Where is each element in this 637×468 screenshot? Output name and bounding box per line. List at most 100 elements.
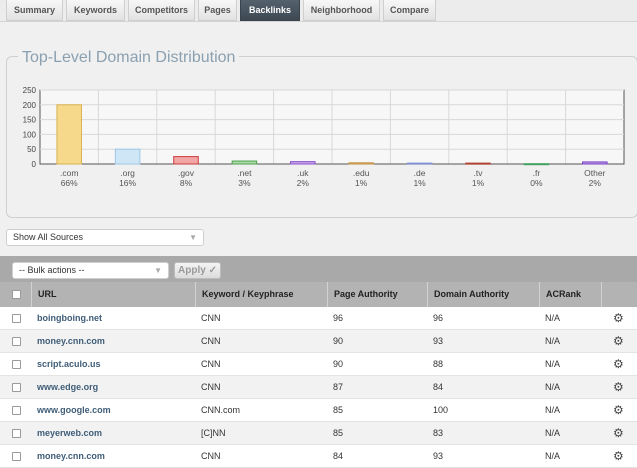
row-url-link[interactable]: boingboing.net [37,313,102,323]
row-checkbox[interactable] [12,314,21,323]
x-tick-label: Other [584,168,605,178]
row-domain-authority: 96 [433,313,444,323]
x-percent-label: 2% [297,178,310,188]
col-acrank[interactable]: ACRank [539,282,601,307]
gear-icon[interactable]: ⚙ [613,334,624,348]
row-checkbox[interactable] [12,429,21,438]
row-keyword: CNN [201,451,221,461]
x-tick-label: .org [120,168,135,178]
bar-gov [173,156,199,165]
row-domain-authority: 84 [433,382,444,392]
table-row: meyerweb.com [C]NN 85 83 N/A ⚙ [0,422,637,445]
row-checkbox[interactable] [12,383,21,392]
row-url-link[interactable]: meyerweb.com [37,428,103,438]
col-actions [601,282,637,307]
bulk-actions-select[interactable]: -- Bulk actions -- ▼ [12,262,169,279]
row-domain-authority: 83 [433,428,444,438]
x-percent-label: 1% [413,178,426,188]
row-url-link[interactable]: www.edge.org [37,382,99,392]
x-tick-label: .uk [297,168,309,178]
row-keyword: CNN [201,336,221,346]
row-checkbox[interactable] [12,452,21,461]
row-keyword: CNN [201,359,221,369]
gear-icon[interactable]: ⚙ [613,426,624,440]
col-domain-authority[interactable]: Domain Authority [427,282,539,307]
apply-button[interactable]: Apply ✓ [174,262,221,279]
x-percent-label: 66% [61,178,78,188]
table-row: script.aculo.us CNN 90 88 N/A ⚙ [0,353,637,376]
tab-compare[interactable]: Compare [383,0,436,21]
x-tick-label: .gov [178,168,195,178]
row-page-authority: 84 [333,451,344,461]
y-tick-label: 0 [32,160,37,169]
source-select[interactable]: Show All Sources ▼ [6,229,204,246]
row-url-link[interactable]: money.cnn.com [37,336,105,346]
tab-bar: Summary Keywords Competitors Pages Backl… [0,0,637,22]
select-all-checkbox[interactable] [12,290,21,299]
bar-Other [582,161,608,165]
x-tick-label: .net [237,168,252,178]
row-page-authority: 87 [333,382,344,392]
row-acrank: N/A [545,428,561,438]
tab-summary[interactable]: Summary [6,0,63,21]
y-tick-label: 50 [27,145,36,154]
tab-backlinks[interactable]: Backlinks [240,0,300,21]
row-url-link[interactable]: money.cnn.com [37,451,105,461]
row-acrank: N/A [545,336,561,346]
row-acrank: N/A [545,313,561,323]
bulk-actions-value: -- Bulk actions -- [19,265,85,275]
tab-pages[interactable]: Pages [198,0,237,21]
col-url[interactable]: URL [31,282,196,307]
bar-com [56,104,82,165]
col-keyword[interactable]: Keyword / Keyphrase [195,282,327,307]
row-page-authority: 96 [333,313,344,323]
x-percent-label: 16% [119,178,136,188]
row-page-authority: 90 [333,336,344,346]
x-percent-label: 3% [238,178,251,188]
table-row: www.edge.org CNN 87 84 N/A ⚙ [0,376,637,399]
row-keyword: CNN [201,382,221,392]
chevron-down-icon: ▼ [154,266,162,275]
bar-net [231,160,258,165]
row-acrank: N/A [545,451,561,461]
row-domain-authority: 100 [433,405,449,415]
row-acrank: N/A [545,382,561,392]
bar-edu [348,162,374,165]
row-keyword: CNN [201,313,221,323]
gear-icon[interactable]: ⚙ [613,403,624,417]
y-tick-label: 200 [23,101,37,110]
row-domain-authority: 93 [433,336,444,346]
row-page-authority: 85 [333,428,344,438]
row-acrank: N/A [545,405,561,415]
x-tick-label: .com [60,168,78,178]
row-checkbox[interactable] [12,360,21,369]
table-row: money.cnn.com CNN 84 93 N/A ⚙ [0,445,637,468]
row-url-link[interactable]: www.google.com [37,405,111,415]
x-percent-label: 8% [180,178,193,188]
gear-icon[interactable]: ⚙ [613,357,624,371]
source-select-value: Show All Sources [13,232,84,242]
row-checkbox[interactable] [12,406,21,415]
row-keyword: CNN.com [201,405,241,415]
gear-icon[interactable]: ⚙ [613,311,624,325]
tab-keywords[interactable]: Keywords [66,0,125,21]
col-page-authority[interactable]: Page Authority [327,282,427,307]
gear-icon[interactable]: ⚙ [613,449,624,463]
row-page-authority: 85 [333,405,344,415]
table-row: boingboing.net CNN 96 96 N/A ⚙ [0,307,637,330]
x-percent-label: 1% [472,178,485,188]
row-url-link[interactable]: script.aculo.us [37,359,101,369]
table-row: www.google.com CNN.com 85 100 N/A ⚙ [0,399,637,422]
table-row: money.cnn.com CNN 90 93 N/A ⚙ [0,330,637,353]
gear-icon[interactable]: ⚙ [613,380,624,394]
x-tick-label: .fr [533,168,541,178]
tab-competitors[interactable]: Competitors [128,0,195,21]
row-page-authority: 90 [333,359,344,369]
table-header: URL Keyword / Keyphrase Page Authority D… [0,282,637,307]
y-tick-label: 250 [23,86,37,95]
tab-neighborhood[interactable]: Neighborhood [303,0,380,21]
row-checkbox[interactable] [12,337,21,346]
bar-tv [465,162,491,165]
x-percent-label: 1% [355,178,368,188]
